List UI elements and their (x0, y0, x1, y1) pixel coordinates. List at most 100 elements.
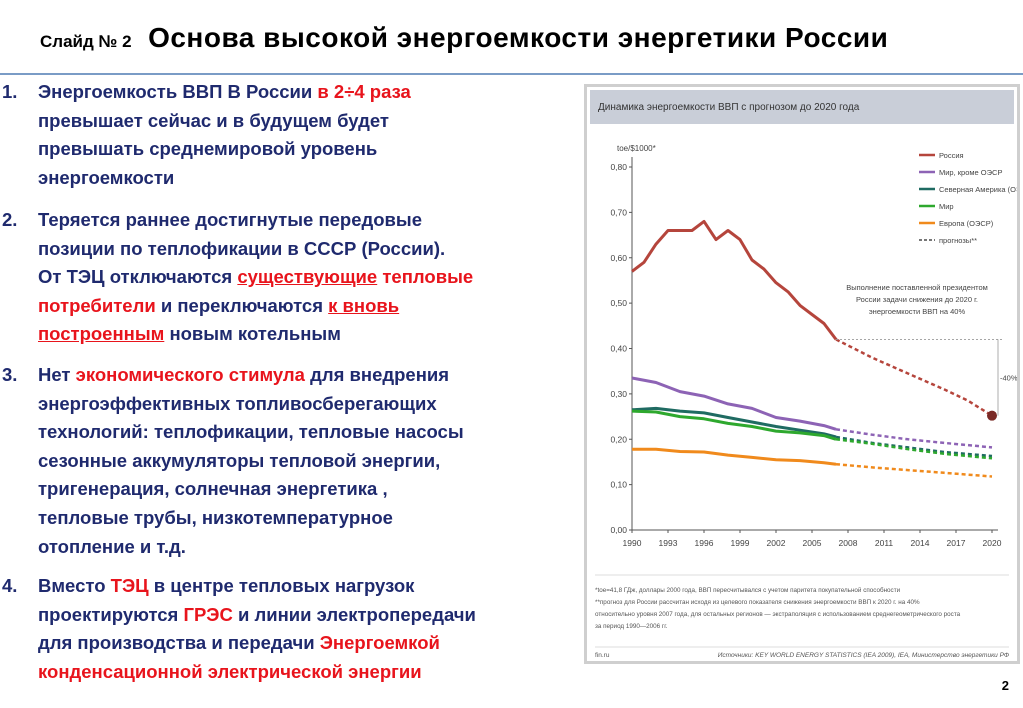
text-line: превышает сейчас и в будущем будет (38, 107, 582, 136)
series-line-forecast (835, 435, 993, 458)
x-tick-label: 2008 (839, 538, 858, 548)
chart-title: Динамика энергоемкости ВВП с прогнозом д… (598, 102, 860, 113)
text-segment: От ТЭЦ отключаются (38, 266, 238, 288)
text-segment: технологий: теплофикации, тепловые насос… (38, 421, 464, 443)
footnote-line: за период 1990—2006 гг. (595, 623, 668, 630)
annotation-line: России задачи снижения до 2020 г. (856, 295, 978, 304)
text-segment: энергоэффективных топливосберегающих (38, 392, 437, 414)
list-number: 2. (2, 209, 18, 230)
x-tick-label: 2014 (911, 538, 930, 548)
x-tick-label: 1993 (659, 538, 678, 548)
chart-panel: Динамика энергоемкости ВВП с прогнозом д… (584, 84, 1020, 664)
change-label: -40% (1000, 374, 1017, 383)
text-segment: Теряется раннее достигнутые передовые (38, 209, 423, 230)
legend-label: Мир (939, 202, 954, 211)
series-line-actual (632, 447, 837, 466)
text-segment: тепловые трубы, низкотемпературное (38, 506, 393, 528)
text-line: энергоэффективных топливосберегающих (38, 390, 582, 419)
list-number: 4. (2, 575, 18, 596)
text-line: потребители и переключаются к вновь (38, 292, 582, 321)
y-tick-label: 0,20 (610, 434, 627, 444)
text-segment: Энергоемкой (319, 632, 440, 654)
x-tick-label: 1996 (695, 538, 714, 548)
y-axis-label: toe/$1000* (617, 144, 656, 153)
y-tick-label: 0,30 (610, 389, 627, 399)
y-tick-label: 0,50 (610, 298, 627, 308)
list-item-text: Вместо ТЭЦ в центре тепловых нагрузок про… (38, 572, 582, 686)
text-segment: для внедрения (304, 364, 450, 385)
slide-header: Слайд № 2 Основа высокой энергоемкости э… (40, 22, 888, 54)
list-item-text: Теряется раннее достигнутые передовые поз… (38, 206, 582, 349)
text-segment: тригенерация, солнечная энергетика , (38, 478, 388, 500)
text-segment: к вновь (328, 294, 400, 316)
russia-target-point (987, 410, 997, 421)
text-line: тепловые трубы, низкотемпературное (38, 504, 582, 533)
text-segment: и переключаются (155, 294, 329, 316)
text-segment: потребители (38, 294, 156, 316)
text-segment: позиции по теплофикации в СССР (России). (38, 237, 446, 259)
series-line-actual (631, 406, 837, 439)
x-tick-label: 2017 (947, 538, 966, 548)
series-line-actual (631, 219, 838, 341)
text-segment: превышать среднемировой уровень (38, 138, 378, 160)
text-segment: конденсационной электрической энергии (38, 660, 422, 682)
y-tick-label: 0,10 (610, 480, 627, 490)
series-line-actual (631, 409, 837, 441)
text-segment: Вместо (38, 575, 111, 596)
list-item-text: Энергоемкость ВВП В России в 2÷4 раза пре… (38, 78, 582, 192)
y-tick-label: 0,40 (610, 344, 627, 354)
text-segment: отопление и т.д. (38, 535, 186, 557)
energy-intensity-chart: 0,00 0,10 0,20 0,30 0,40 0,50 0,60 0,70 0,80 1990… (595, 144, 1017, 659)
footnote-line: **прогноз для России рассчитан исходя из… (595, 599, 920, 606)
list-item-text: Нет экономического стимула для внедрения… (38, 361, 582, 561)
text-line: превышать среднемировой уровень (38, 135, 582, 164)
legend-label: Россия (939, 151, 964, 160)
list-number: 1. (2, 81, 18, 102)
text-segment: экономического стимула (75, 364, 305, 385)
slide-title: Основа высокой энергоемкости энергетики … (148, 22, 889, 53)
x-tick-label: 1990 (623, 538, 642, 548)
list-number: 3. (2, 364, 18, 385)
text-line: позиции по теплофикации в СССР (России). (38, 235, 582, 264)
text-segment: и линии электропередачи (232, 603, 476, 625)
annotation-line: энергоемкости ВВП на 40% (869, 307, 966, 316)
legend-label: Мир, кроме ОЭСР (939, 168, 1002, 177)
text-segment: Энергоемкость ВВП В России (38, 81, 318, 102)
series-line-forecast (835, 462, 993, 478)
text-line: энергоемкости (38, 164, 582, 193)
text-line: От ТЭЦ отключаются существующие тепловые (38, 263, 582, 292)
x-tick-label: 1999 (731, 538, 750, 548)
text-line: сезонные аккумуляторы тепловой энергии, (38, 447, 582, 476)
text-segment: построенным (38, 323, 165, 345)
text-line: Вместо ТЭЦ в центре тепловых нагрузок (38, 572, 582, 601)
text-segment: в центре тепловых нагрузок (148, 575, 415, 596)
y-tick-label: 0,70 (610, 207, 627, 217)
text-segment: в 2÷4 раза (317, 81, 411, 102)
series-line-forecast (835, 428, 993, 449)
text-line: конденсационной электрической энергии (38, 658, 582, 687)
text-line: Энергоемкость ВВП В России в 2÷4 раза (38, 78, 582, 107)
series-line-forecast (835, 438, 993, 460)
legend-label: Северная Америка (ОЭСР) (939, 185, 1017, 194)
text-line: тригенерация, солнечная энергетика , (38, 475, 582, 504)
slide-label: Слайд № 2 (40, 32, 132, 51)
text-segment: Нет (38, 364, 76, 385)
text-line: для производства и передачи Энергоемкой (38, 629, 582, 658)
x-tick-label: 2002 (767, 538, 786, 548)
y-tick-label: 0,00 (610, 525, 627, 535)
series-line-forecast (835, 338, 993, 417)
annotation-line: Выполнение поставленной президентом (846, 283, 988, 292)
text-segment: существующие (237, 266, 378, 288)
legend-label: прогнозы** (939, 236, 977, 245)
x-tick-label: 2020 (983, 538, 1002, 548)
text-segment: сезонные аккумуляторы тепловой энергии, (38, 449, 441, 471)
text-segment: энергоемкости (38, 166, 175, 188)
source-site: fin.ru (595, 652, 610, 659)
text-segment: ГРЭС (183, 603, 233, 625)
text-segment: тепловые (377, 266, 474, 288)
x-tick-label: 2005 (803, 538, 822, 548)
page-number: 2 (1001, 678, 1009, 693)
text-segment: новым котельным (164, 323, 341, 345)
title-divider (0, 73, 1023, 75)
text-line: проектируются ГРЭС и линии электропереда… (38, 601, 582, 630)
